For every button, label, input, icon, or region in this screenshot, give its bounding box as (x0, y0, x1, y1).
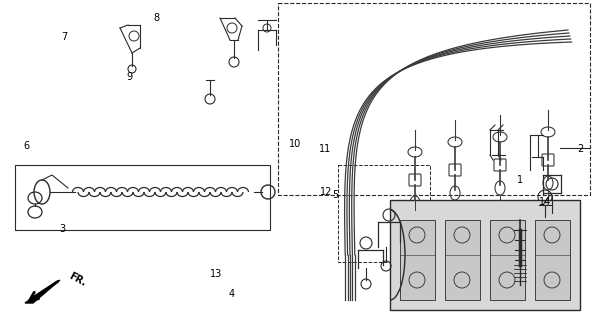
Polygon shape (25, 280, 60, 303)
Text: 3: 3 (59, 224, 65, 234)
Bar (490, 220, 525, 300)
Text: 1: 1 (517, 175, 523, 185)
Text: 10: 10 (289, 139, 301, 149)
Text: 2: 2 (577, 144, 583, 154)
Text: 11: 11 (319, 144, 331, 154)
Text: 5: 5 (332, 190, 338, 200)
Text: 9: 9 (126, 72, 132, 82)
Bar (445, 220, 480, 300)
Text: 6: 6 (24, 140, 30, 151)
Text: 4: 4 (228, 289, 234, 300)
Text: 14: 14 (540, 196, 551, 207)
Text: 7: 7 (61, 32, 67, 42)
Bar (535, 220, 570, 300)
Text: 12: 12 (320, 187, 332, 197)
Bar (390, 200, 580, 310)
Bar (400, 220, 435, 300)
Text: 13: 13 (211, 268, 222, 279)
Text: 8: 8 (153, 12, 159, 23)
Text: FR.: FR. (67, 271, 88, 289)
